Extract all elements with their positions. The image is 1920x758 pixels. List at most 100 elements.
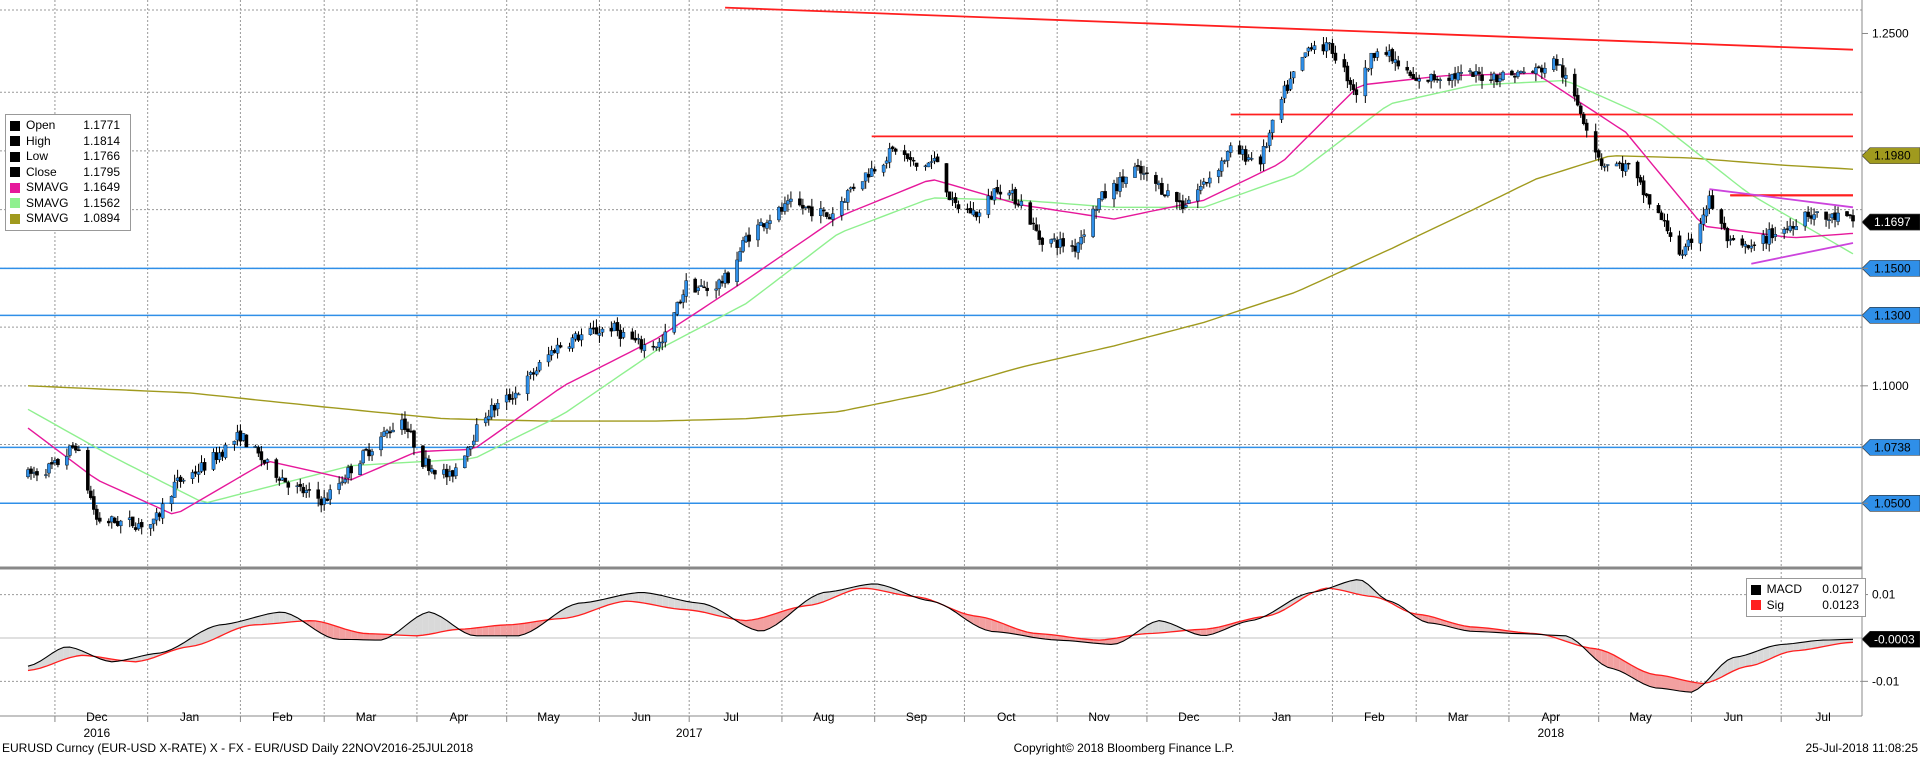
- candle-up: [765, 222, 769, 229]
- candle-down: [77, 449, 81, 451]
- macd-fill-segment: [1823, 640, 1830, 647]
- candle-up: [217, 452, 222, 460]
- candle-up: [196, 471, 201, 475]
- candle-down: [1204, 182, 1209, 184]
- macd-fill-segment: [1033, 633, 1040, 639]
- macd-fill-segment: [1105, 638, 1112, 645]
- candle-up: [343, 479, 347, 483]
- footer-copyright: Copyright© 2018 Bloomberg Finance L.P.: [1014, 741, 1235, 755]
- candle-up: [1076, 242, 1080, 253]
- candle-down: [651, 345, 656, 348]
- candle-down: [349, 466, 353, 474]
- candle-up: [738, 251, 742, 262]
- candle-down: [914, 162, 919, 167]
- candle-up: [175, 477, 180, 481]
- price-legend: Open 1.1771 High 1.1814 Low 1.1766 Close 1.1795…: [5, 114, 131, 231]
- month-label: Dec: [86, 710, 107, 724]
- candle-up: [549, 350, 554, 356]
- candle-down: [1626, 162, 1631, 165]
- candle-up: [660, 341, 665, 344]
- price-tag-label: 1.1500: [1874, 261, 1911, 275]
- candle-up: [1393, 59, 1398, 63]
- candle-down: [98, 517, 102, 522]
- candle-down: [1719, 209, 1724, 224]
- candle-up: [154, 512, 159, 521]
- legend-value: 0.0123: [1822, 597, 1859, 612]
- candle-down: [1677, 235, 1682, 255]
- candle-up: [642, 344, 647, 352]
- macd-fill-segment: [464, 628, 471, 636]
- candle-up: [1207, 177, 1212, 184]
- candle-up: [1049, 239, 1053, 244]
- candle-up: [385, 430, 389, 434]
- candle-down: [202, 462, 207, 471]
- candle-up: [1474, 71, 1478, 76]
- candle-down: [286, 482, 291, 488]
- candle-down: [277, 478, 282, 481]
- candle-down: [89, 490, 93, 499]
- candle-up: [528, 372, 533, 375]
- candle-up: [1267, 132, 1272, 146]
- candle-up: [44, 474, 48, 476]
- candle-up: [579, 334, 584, 341]
- candle-down: [1537, 66, 1541, 68]
- candle-down: [1258, 156, 1263, 165]
- macd-fill-segment: [805, 597, 812, 606]
- candle-up: [1222, 160, 1227, 162]
- candle-up: [1788, 225, 1792, 231]
- macd-fill-segment: [1296, 594, 1303, 603]
- candle-up: [448, 471, 452, 477]
- candle-up: [657, 341, 662, 348]
- price-tags: 1.1980 1.1697 1.1500 1.1300 1.0738 1.0500 -0.0…: [1861, 147, 1920, 648]
- legend-row: High 1.1814: [10, 134, 124, 150]
- legend-value: 0.0127: [1822, 582, 1859, 596]
- macd-fill-segment: [1727, 657, 1734, 675]
- candle-up: [172, 481, 177, 498]
- candle-up: [160, 503, 165, 519]
- month-label: May: [537, 710, 560, 724]
- macd-fill-segment: [967, 614, 974, 625]
- macd-fill-segment: [698, 603, 705, 613]
- candle-down: [893, 148, 898, 152]
- candle-up: [863, 172, 868, 182]
- candle-down: [1115, 183, 1119, 192]
- candle-down: [1037, 230, 1042, 240]
- macd-fill-segment: [476, 627, 483, 636]
- candle-up: [1614, 163, 1619, 167]
- candle-down: [406, 428, 410, 432]
- candle-up: [1201, 181, 1206, 185]
- candle-up: [1157, 182, 1161, 186]
- macd-fill-segment: [219, 624, 226, 637]
- candle-down: [1489, 79, 1493, 81]
- macd-fill-segment: [267, 612, 274, 625]
- candle-up: [1827, 219, 1831, 221]
- macd-fill-segment: [1601, 650, 1608, 668]
- macd-fill-segment: [1111, 637, 1118, 645]
- candle-down: [747, 234, 751, 242]
- candle-down: [71, 445, 75, 448]
- candle-up: [127, 517, 132, 520]
- macd-fill-segment: [327, 623, 334, 639]
- candle-down: [1034, 224, 1039, 231]
- candle-up: [169, 496, 174, 505]
- macd-fill-segment: [536, 620, 543, 629]
- candle-up: [1228, 145, 1233, 153]
- candle-up: [400, 419, 404, 430]
- candle-up: [932, 158, 937, 162]
- candle-down: [1638, 177, 1643, 183]
- candle-up: [842, 201, 847, 203]
- candle-up: [495, 402, 500, 410]
- macd-fill-segment: [1368, 584, 1375, 597]
- macd-fill-segment: [1709, 671, 1716, 683]
- year-label: 2017: [676, 726, 703, 740]
- axes: Dec Jan Feb Mar Apr May Jun Jul Aug Sep Oct Nov Dec J…: [0, 0, 1909, 740]
- candle-up: [1815, 211, 1819, 214]
- candle-up: [1097, 198, 1101, 210]
- macd-fill-segment: [758, 617, 764, 631]
- month-label: Apr: [449, 710, 468, 724]
- macd-fill-segment: [1715, 665, 1722, 681]
- candle-up: [1728, 239, 1733, 241]
- month-label: Feb: [272, 710, 293, 724]
- candle-down: [409, 430, 413, 433]
- macd-fill-segment: [985, 617, 992, 632]
